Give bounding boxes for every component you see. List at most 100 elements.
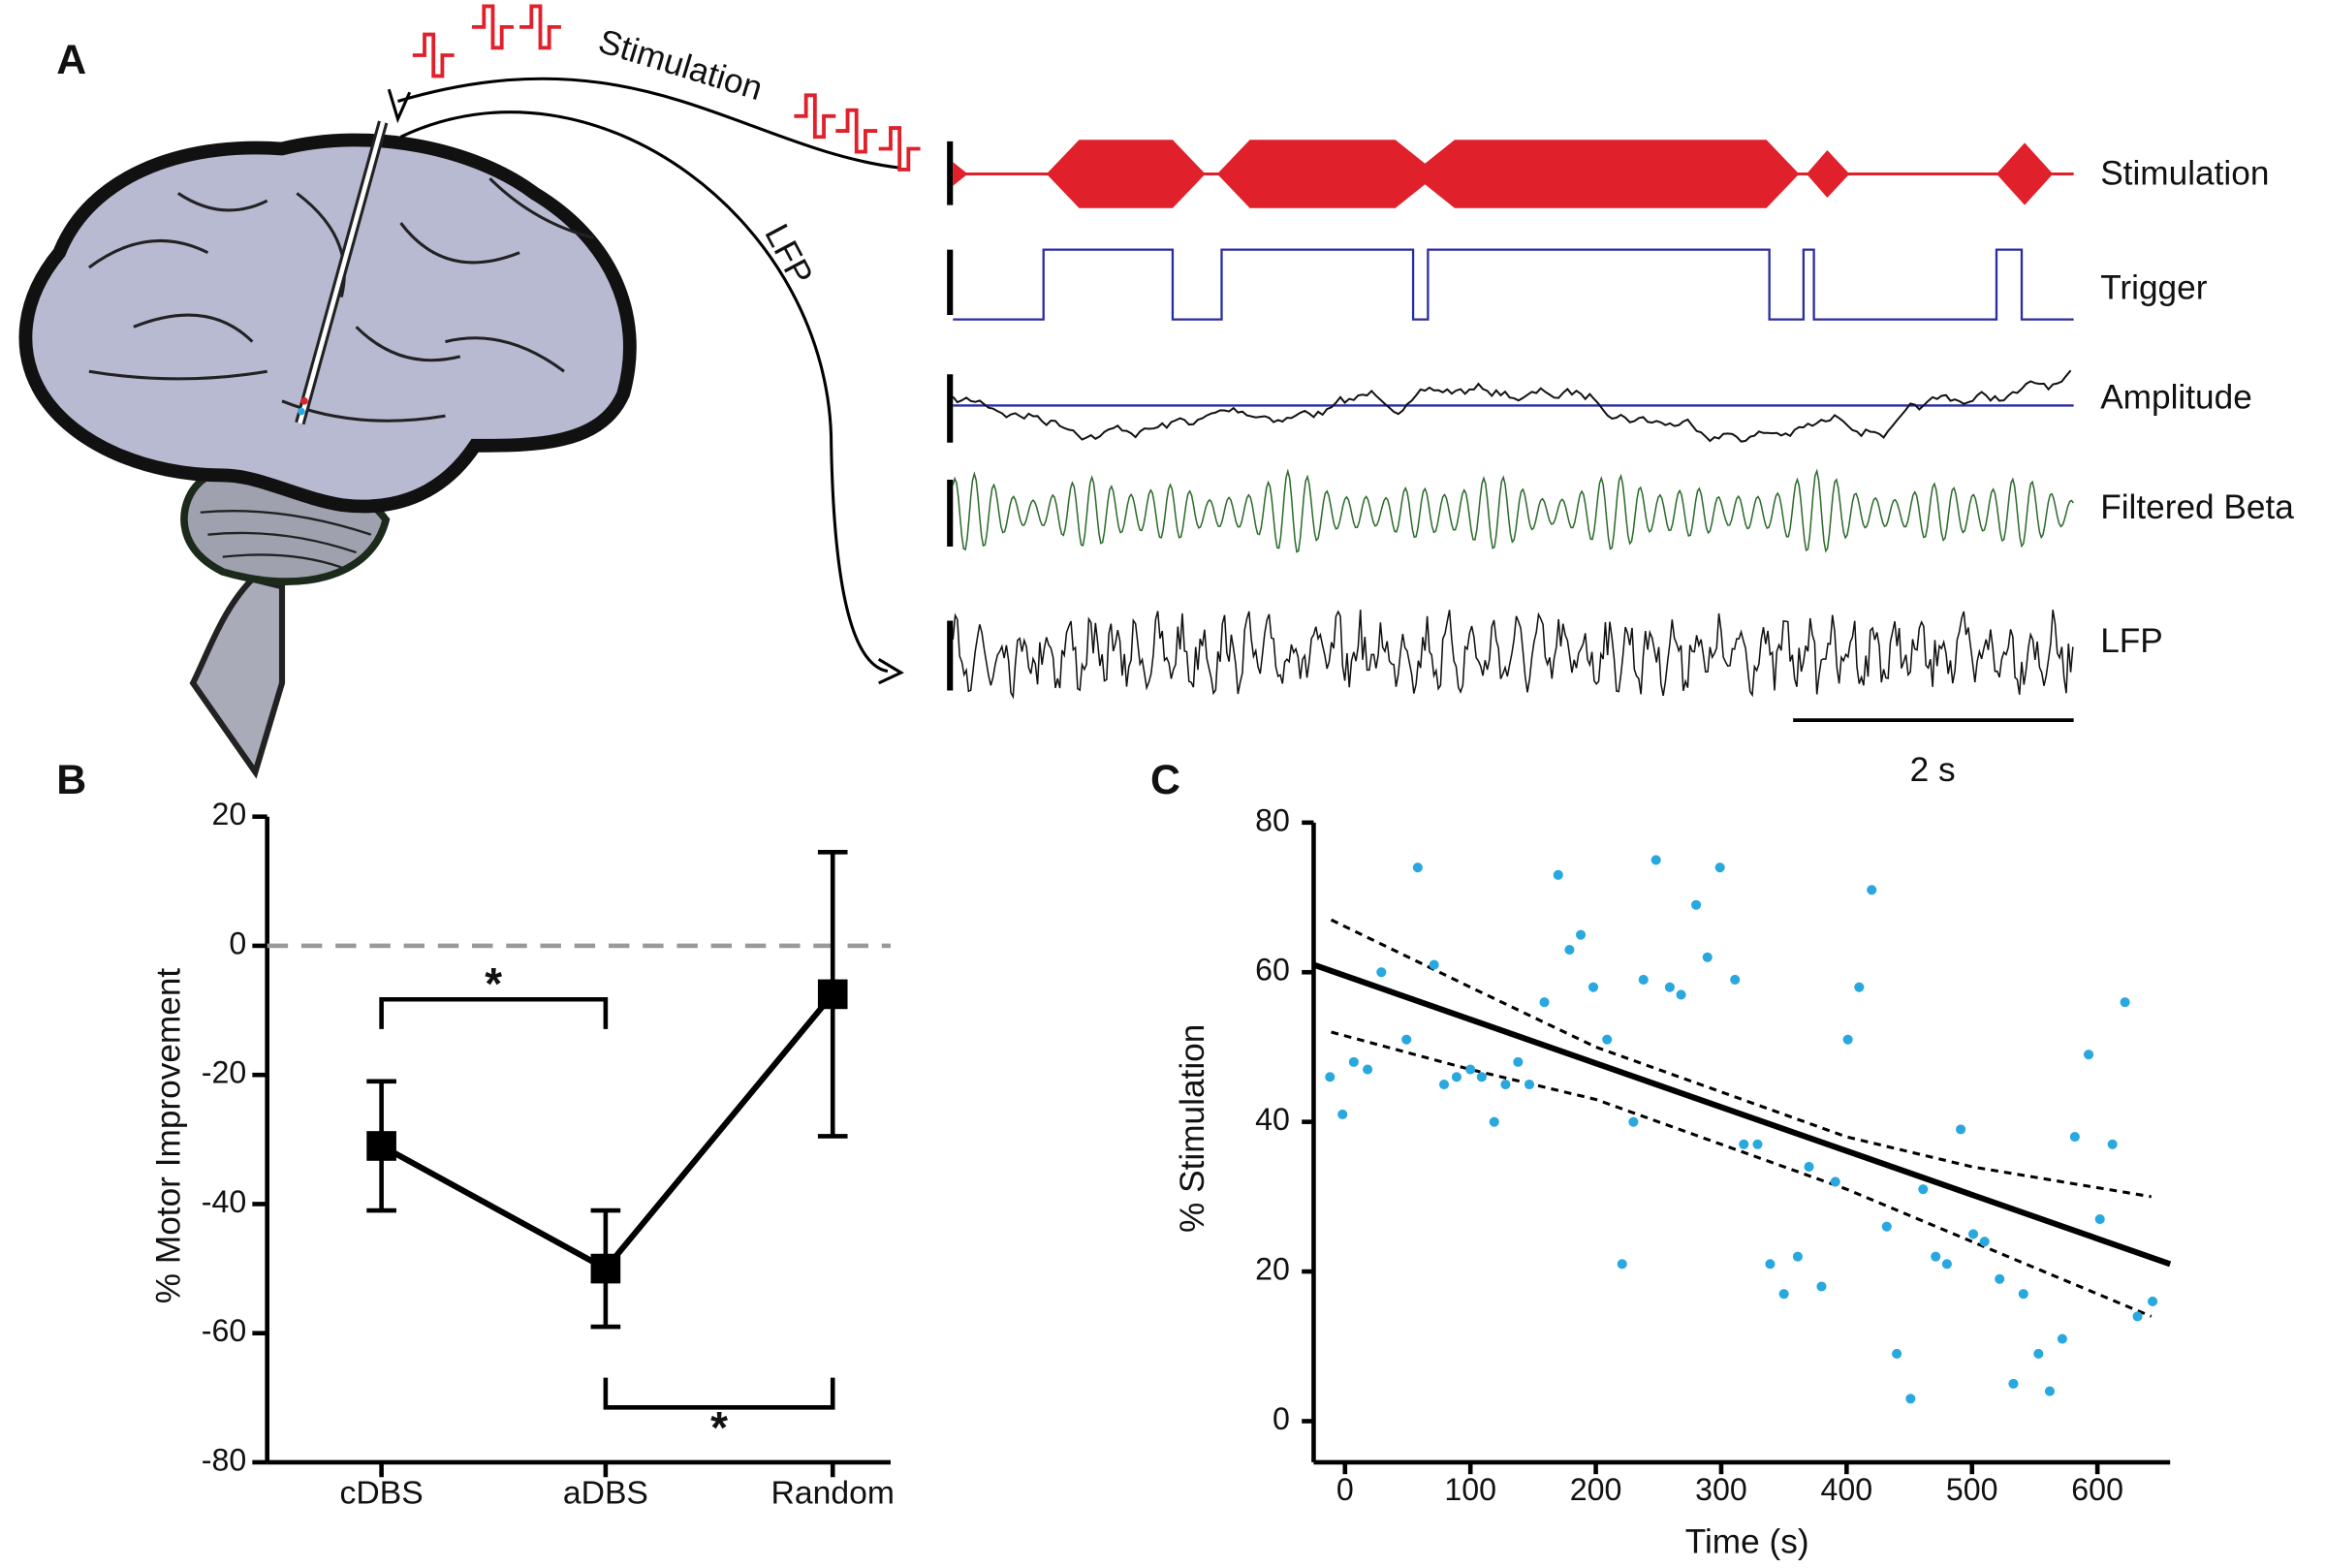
arrow-label: LFP xyxy=(757,218,820,291)
point xyxy=(2018,1289,2028,1300)
y-tick-label: -60 xyxy=(202,1313,246,1348)
point xyxy=(1691,899,1702,910)
point xyxy=(1602,1034,1613,1045)
trace-label: LFP xyxy=(2100,622,2163,660)
y-tick-label: 20 xyxy=(1255,1252,1290,1287)
annotation: * xyxy=(485,958,502,1009)
x-tick-label: 0 xyxy=(1336,1472,1354,1507)
y-tick-label: -80 xyxy=(202,1442,246,1477)
point xyxy=(366,1131,396,1161)
point xyxy=(1830,1176,1840,1187)
trace-label: Filtered Beta xyxy=(2100,488,2294,526)
x-tick-label: 300 xyxy=(1695,1472,1747,1507)
y-tick-label: 0 xyxy=(1273,1401,1290,1436)
point xyxy=(1617,1259,1627,1270)
y-tick-label: 20 xyxy=(211,797,246,831)
point xyxy=(1892,1348,1902,1360)
point xyxy=(1376,967,1387,978)
confidence-band xyxy=(1330,918,2153,1199)
point xyxy=(1489,1116,1499,1127)
point xyxy=(1967,1229,1979,1239)
point xyxy=(1730,974,1741,986)
point xyxy=(1638,974,1649,986)
trace-label: Stimulation xyxy=(2100,154,2269,192)
point xyxy=(2008,1378,2019,1389)
point xyxy=(817,979,848,1010)
point xyxy=(1778,1289,1789,1300)
point xyxy=(1905,1394,1916,1404)
y-tick-label: -20 xyxy=(202,1055,246,1090)
point xyxy=(1348,1056,1359,1067)
trace-label: Trigger xyxy=(2100,268,2208,306)
point xyxy=(1337,1109,1348,1119)
y-axis-label: % Motor Improvement xyxy=(149,968,187,1304)
point xyxy=(1401,1034,1412,1045)
point xyxy=(1804,1161,1814,1173)
x-tick-label: 100 xyxy=(1444,1472,1496,1507)
point xyxy=(1941,1259,1952,1270)
traces xyxy=(947,140,2074,723)
x-tick-label: Random xyxy=(771,1476,895,1512)
point xyxy=(2107,1139,2118,1149)
confidence-band xyxy=(1331,1030,2153,1318)
point xyxy=(1956,1124,1966,1135)
scale-bar-label: 2 s xyxy=(1910,751,1956,789)
point xyxy=(1739,1139,1749,1149)
point xyxy=(1539,997,1550,1008)
x-tick-label: cDBS xyxy=(340,1476,424,1512)
arrows xyxy=(387,4,921,685)
point xyxy=(1664,982,1675,992)
point xyxy=(2033,1348,2044,1360)
point xyxy=(1752,1139,1763,1149)
y-tick-label: 40 xyxy=(1255,1102,1290,1137)
point xyxy=(1476,1072,1487,1082)
point xyxy=(1465,1064,1476,1075)
point xyxy=(1881,1221,1892,1232)
point xyxy=(2132,1311,2143,1322)
point xyxy=(1867,885,1877,895)
panel-label: A xyxy=(56,37,86,83)
point xyxy=(1451,1072,1462,1082)
point xyxy=(1438,1079,1450,1090)
point xyxy=(2084,1050,2094,1060)
x-tick-label: 600 xyxy=(2071,1472,2123,1507)
point xyxy=(1587,982,1599,992)
point xyxy=(1564,945,1575,956)
y-axis-label: % Stimulation xyxy=(1174,1024,1211,1233)
point xyxy=(1524,1079,1535,1090)
trace-label: Amplitude xyxy=(2100,379,2252,417)
point xyxy=(1363,1064,1373,1075)
point xyxy=(1792,1251,1803,1262)
x-tick-label: aDBS xyxy=(563,1476,648,1512)
x-tick-label: 400 xyxy=(1821,1472,1873,1507)
point xyxy=(1500,1079,1511,1090)
x-tick-label: 500 xyxy=(1946,1472,1998,1507)
point xyxy=(1931,1251,1941,1262)
point xyxy=(1702,952,1713,962)
point xyxy=(1513,1056,1524,1067)
point xyxy=(1854,982,1865,992)
point xyxy=(1676,989,1686,1000)
point xyxy=(1714,862,1725,873)
point xyxy=(590,1253,621,1284)
point xyxy=(1650,855,1661,865)
point xyxy=(1576,929,1587,940)
bracket xyxy=(379,996,609,1029)
y-tick-label: 80 xyxy=(1255,802,1290,837)
point xyxy=(1995,1273,2005,1284)
point xyxy=(1979,1237,1990,1247)
y-tick-label: 60 xyxy=(1255,953,1290,988)
point xyxy=(2044,1386,2056,1396)
point xyxy=(2120,997,2130,1008)
annotation: * xyxy=(710,1402,728,1453)
point xyxy=(1553,869,1563,880)
point xyxy=(1842,1034,1853,1045)
x-axis-label: Time (s) xyxy=(1685,1522,1809,1560)
panel-label: B xyxy=(56,757,86,803)
bracket xyxy=(603,1377,835,1410)
point xyxy=(2094,1213,2105,1225)
point xyxy=(2057,1333,2067,1344)
point xyxy=(1918,1184,1929,1195)
point xyxy=(1816,1281,1827,1292)
